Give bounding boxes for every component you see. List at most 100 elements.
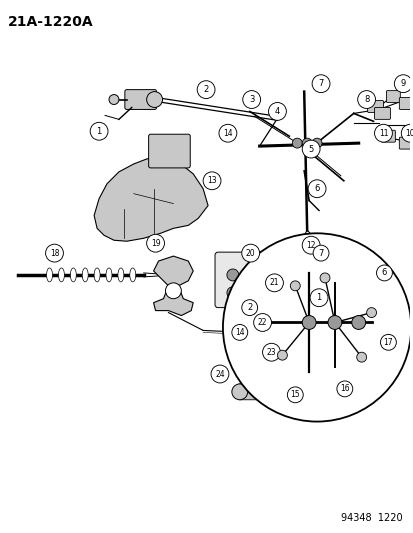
Ellipse shape <box>46 268 52 282</box>
Text: 7: 7 <box>318 79 323 88</box>
Circle shape <box>165 283 181 298</box>
Circle shape <box>311 138 321 148</box>
Text: 17: 17 <box>383 338 392 347</box>
Circle shape <box>146 235 164 252</box>
FancyBboxPatch shape <box>148 134 190 168</box>
FancyBboxPatch shape <box>385 91 399 102</box>
Circle shape <box>307 180 325 198</box>
FancyBboxPatch shape <box>125 90 156 109</box>
Circle shape <box>226 269 238 281</box>
Circle shape <box>374 124 392 142</box>
Text: 13: 13 <box>207 176 216 185</box>
Text: 1: 1 <box>96 127 102 136</box>
Circle shape <box>146 92 162 108</box>
Circle shape <box>394 75 411 93</box>
Circle shape <box>211 365 228 383</box>
FancyBboxPatch shape <box>237 358 261 374</box>
Text: 12: 12 <box>306 241 315 249</box>
FancyBboxPatch shape <box>214 252 275 308</box>
Circle shape <box>241 244 259 262</box>
Text: 15: 15 <box>290 390 299 399</box>
Ellipse shape <box>118 268 123 282</box>
Circle shape <box>309 289 327 306</box>
Circle shape <box>336 381 352 397</box>
Circle shape <box>312 245 328 261</box>
Ellipse shape <box>58 268 64 282</box>
Circle shape <box>241 300 257 316</box>
Circle shape <box>311 75 329 93</box>
Circle shape <box>277 350 287 360</box>
Text: 11: 11 <box>378 129 387 138</box>
Text: 14: 14 <box>235 328 244 337</box>
Circle shape <box>366 308 375 318</box>
Polygon shape <box>94 156 208 241</box>
Text: 16: 16 <box>339 384 349 393</box>
Ellipse shape <box>94 268 100 282</box>
Circle shape <box>400 124 413 142</box>
Circle shape <box>231 325 247 340</box>
Ellipse shape <box>106 268 112 282</box>
Text: 14: 14 <box>223 129 232 138</box>
FancyBboxPatch shape <box>399 137 412 149</box>
Circle shape <box>287 387 302 403</box>
Circle shape <box>380 334 395 350</box>
Text: 5: 5 <box>308 144 313 154</box>
Circle shape <box>253 313 271 332</box>
Circle shape <box>327 316 341 329</box>
Circle shape <box>301 236 319 254</box>
Circle shape <box>45 244 63 262</box>
Circle shape <box>319 273 329 283</box>
Text: 24: 24 <box>215 369 224 378</box>
Text: 22: 22 <box>257 318 267 327</box>
Circle shape <box>231 384 247 400</box>
Text: 8: 8 <box>363 95 368 104</box>
Text: 19: 19 <box>150 239 160 248</box>
Text: 1: 1 <box>316 293 321 302</box>
Text: 6: 6 <box>381 269 386 278</box>
Polygon shape <box>153 256 193 316</box>
Text: 20: 20 <box>245 248 255 257</box>
Circle shape <box>356 352 366 362</box>
Text: 3: 3 <box>248 95 254 104</box>
Text: 18: 18 <box>50 248 59 257</box>
Text: 4: 4 <box>274 107 279 116</box>
Circle shape <box>197 80 214 99</box>
Circle shape <box>375 265 392 281</box>
Text: 21A-1220A: 21A-1220A <box>8 15 93 29</box>
FancyBboxPatch shape <box>237 384 263 400</box>
Circle shape <box>301 140 319 158</box>
Circle shape <box>265 274 283 292</box>
Text: 2: 2 <box>203 85 208 94</box>
Circle shape <box>292 138 301 148</box>
Circle shape <box>301 316 316 329</box>
Ellipse shape <box>70 268 76 282</box>
Circle shape <box>268 102 286 120</box>
FancyBboxPatch shape <box>374 108 389 119</box>
Circle shape <box>218 124 236 142</box>
FancyBboxPatch shape <box>367 101 382 112</box>
FancyBboxPatch shape <box>380 130 394 142</box>
Circle shape <box>223 233 410 422</box>
Circle shape <box>109 94 119 104</box>
Circle shape <box>246 277 258 289</box>
Text: 2: 2 <box>247 303 252 312</box>
Circle shape <box>290 281 299 291</box>
Circle shape <box>226 287 238 298</box>
Circle shape <box>242 91 260 108</box>
Text: 9: 9 <box>400 79 405 88</box>
Circle shape <box>90 123 108 140</box>
Text: 10: 10 <box>404 129 413 138</box>
Text: 6: 6 <box>313 184 319 193</box>
Ellipse shape <box>82 268 88 282</box>
Text: 23: 23 <box>266 348 275 357</box>
Text: 94348  1220: 94348 1220 <box>340 513 401 523</box>
Ellipse shape <box>130 268 135 282</box>
FancyBboxPatch shape <box>399 98 412 109</box>
Text: 7: 7 <box>318 248 323 257</box>
Circle shape <box>301 138 311 148</box>
Circle shape <box>351 316 365 329</box>
Circle shape <box>262 343 280 361</box>
Text: 21: 21 <box>269 278 278 287</box>
Circle shape <box>357 91 375 108</box>
Circle shape <box>203 172 221 190</box>
